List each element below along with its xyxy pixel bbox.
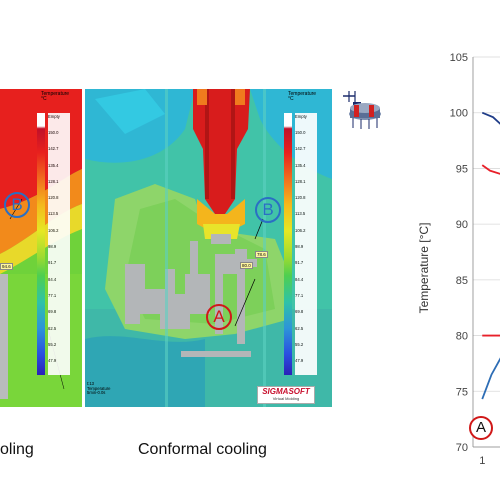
- y-tick-label: 90: [456, 219, 468, 231]
- marker-value-label: 94.6: [0, 263, 13, 270]
- y-tick-label: 70: [456, 442, 468, 454]
- simulation-panel-standard: Temperature °C Empty 150.0 142.7 135.4 128.…: [0, 89, 82, 407]
- legend-unit: °C: [288, 96, 294, 102]
- legend-value: 62.5: [48, 325, 57, 331]
- legend-value: 113.5: [295, 211, 306, 217]
- legend-value: 62.5: [295, 325, 304, 331]
- left-legend-labels: Empty 150.0 142.7 135.4 128.1 120.8 113.5 106.…: [48, 113, 70, 375]
- legend-value: 142.7: [295, 146, 306, 152]
- left-legend-colorbar: [37, 113, 45, 375]
- legend-value: 150.0: [48, 130, 59, 135]
- legend-value: 150.0: [295, 130, 306, 135]
- mold-thumbnail-icon: [343, 91, 381, 129]
- legend-value: 135.4: [48, 162, 59, 168]
- y-tick-label: 95: [456, 163, 468, 175]
- y-tick-label: 75: [456, 386, 468, 398]
- right-legend-colorbar: [284, 113, 292, 375]
- legend-value: 84.4: [48, 276, 57, 282]
- temperature-chart: Temperature [°C] 70 75 80 85 90 95 100 105 1: [417, 52, 500, 467]
- legend-value: 106.2: [48, 227, 59, 233]
- right-legend: Temperature °C: [288, 92, 318, 102]
- legend-value: 128.1: [48, 178, 59, 184]
- legend-value: 55.2: [48, 341, 57, 347]
- legend-value: 106.2: [295, 227, 306, 233]
- legend-unit: °C: [41, 96, 47, 102]
- marker-b-value: 78.6: [255, 251, 268, 258]
- sigmasoft-logo: SIGMASOFT Virtual Molding: [257, 386, 315, 404]
- legend-value: 135.4: [295, 162, 306, 168]
- legend-empty: Empty: [295, 114, 307, 119]
- legend-value: 98.9: [295, 244, 304, 250]
- left-legend: Temperature °C: [41, 92, 69, 102]
- series-line-1: [481, 164, 500, 175]
- legend-value: 55.2: [295, 341, 304, 347]
- marker-b: B: [255, 197, 281, 223]
- legend-title: Temperature: [41, 91, 70, 97]
- series-line-0: [481, 111, 500, 125]
- legend-value: 69.8: [295, 309, 304, 315]
- marker-b: B: [4, 192, 30, 218]
- legend-value: 142.7: [48, 146, 59, 152]
- legend-title: Temperature: [288, 91, 317, 97]
- legend-value: 91.7: [48, 260, 57, 266]
- legend-value: 69.8: [48, 309, 57, 315]
- legend-value: 98.9: [48, 244, 57, 250]
- chart-annotation-a: A: [469, 416, 493, 440]
- y-tick-label: 80: [456, 331, 468, 343]
- y-tick-label: 85: [456, 275, 468, 287]
- right-legend-labels: Empty 150.0 142.7 135.4 128.1 120.8 113.5 106.…: [295, 113, 317, 375]
- legend-value: 47.9: [295, 358, 304, 364]
- legend-value: 47.9: [48, 358, 57, 364]
- legend-value: 77.1: [48, 292, 57, 298]
- x-tick-label: 1: [479, 455, 485, 467]
- legend-value: 128.1: [295, 178, 306, 184]
- legend-value: 91.7: [295, 260, 304, 266]
- legend-empty: Empty: [48, 114, 60, 119]
- legend-value: 113.5: [48, 211, 59, 217]
- legend-value: 120.8: [48, 195, 59, 201]
- legend-value: 84.4: [295, 276, 304, 282]
- legend-value: 77.1: [295, 292, 304, 298]
- marker-a: A: [206, 304, 232, 330]
- y-tick-label: 105: [450, 52, 468, 64]
- simulation-panel-conformal: Temperature °C Empty 150.0 142.7 135.4 128.…: [85, 89, 332, 407]
- caption-conformal-cooling: Conformal cooling: [138, 441, 267, 458]
- marker-a-value: 80.0: [240, 262, 253, 269]
- y-axis-label: Temperature [°C]: [417, 223, 431, 314]
- legend-value: 120.8: [295, 195, 306, 201]
- simulation-info-box: t:13 Temperature 5min-0.0s: [87, 381, 111, 396]
- caption-standard-cooling: oling: [0, 441, 34, 458]
- y-tick-label: 100: [450, 108, 468, 120]
- series-line-3: [481, 357, 500, 400]
